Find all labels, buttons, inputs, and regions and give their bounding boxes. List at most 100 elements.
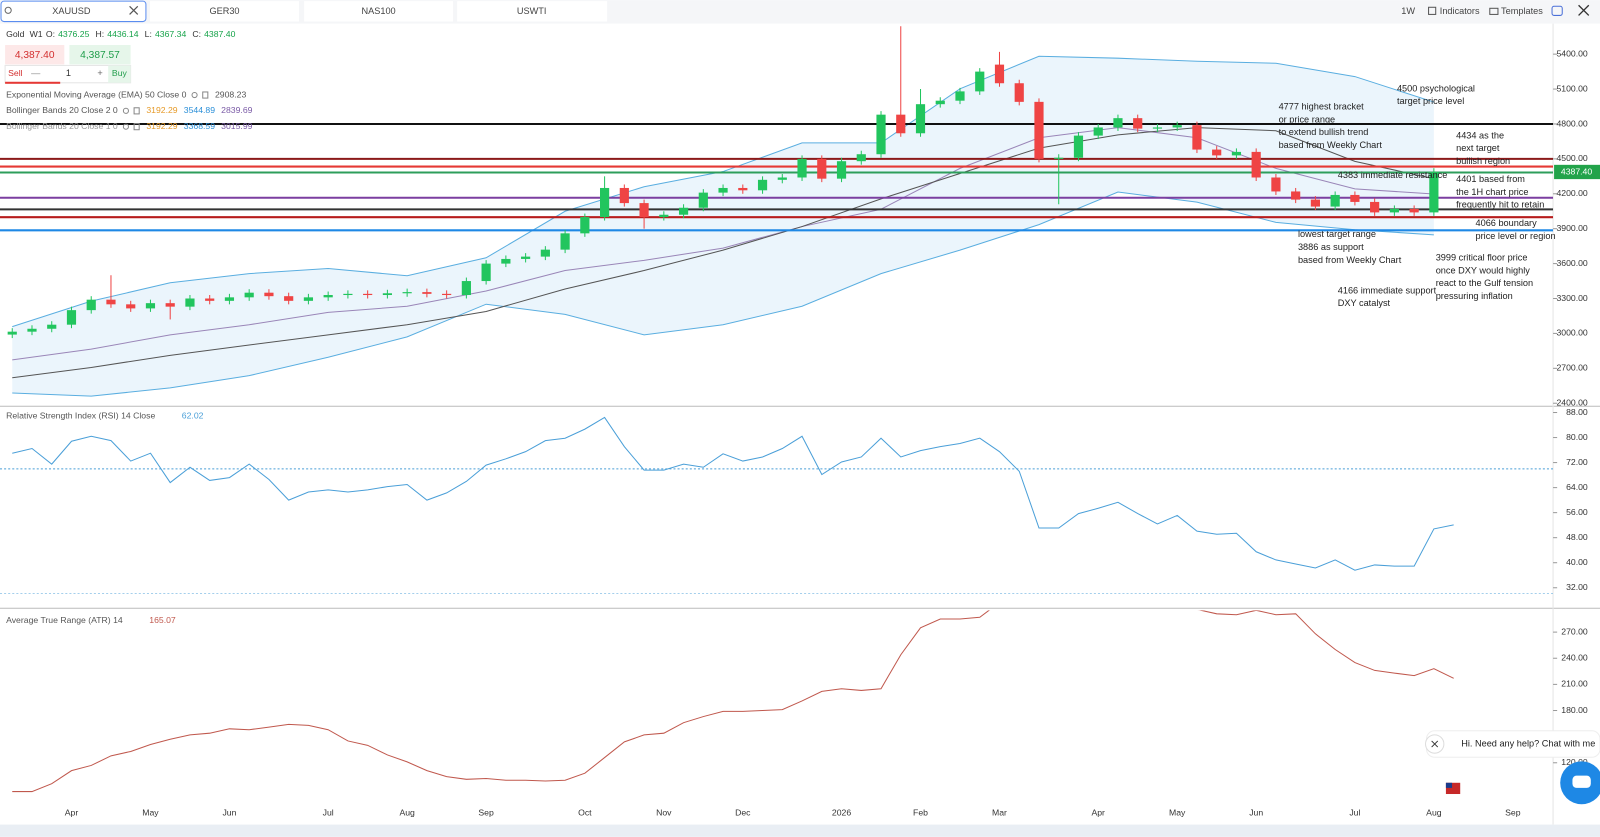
indicator-value: 3544.89: [184, 105, 215, 115]
fullscreen-icon[interactable]: [1578, 4, 1590, 16]
delete-icon: [133, 107, 140, 115]
settings-icon: [122, 123, 129, 130]
candle-body: [521, 256, 531, 259]
x-tick-label: May: [1169, 808, 1186, 818]
indicator-title: Relative Strength Index (RSI) 14 Close: [6, 411, 155, 421]
tab-label[interactable]: XAUUSD: [52, 6, 91, 16]
annotation: 4401 based from: [1456, 174, 1525, 184]
annotation: DXY catalyst: [1338, 298, 1391, 308]
candle-body: [1310, 199, 1320, 207]
y-tick-label: 4800.00: [1556, 118, 1587, 128]
indicator-value: 3368.59: [184, 121, 215, 131]
annotation: 4500 psychological: [1397, 83, 1475, 93]
y-tick-label: 210.00: [1561, 679, 1588, 689]
candle-body: [1133, 118, 1143, 129]
x-tick-label: Jun: [1249, 808, 1263, 818]
active-tab[interactable]: [0, 0, 147, 23]
candle-body: [678, 207, 689, 215]
candle-body: [1271, 177, 1281, 192]
tab[interactable]: [457, 1, 608, 22]
indicator-label: Exponential Moving Average (EMA) 50 Clos…: [6, 89, 186, 99]
candle-body: [718, 187, 728, 193]
buy-button[interactable]: Buy: [112, 68, 128, 78]
indicator-value: 3192.29: [146, 121, 177, 131]
candle-body: [86, 299, 96, 311]
candle-body: [442, 293, 452, 296]
tab-label[interactable]: NAS100: [361, 6, 395, 16]
legend-text: W1: [30, 29, 43, 39]
tab[interactable]: [304, 1, 454, 22]
tab-label[interactable]: USWTI: [517, 6, 547, 16]
candle-body: [1113, 118, 1123, 128]
candle-body: [303, 297, 314, 301]
candle-body: [1389, 208, 1399, 213]
candle-body: [165, 303, 175, 307]
sell-price-box[interactable]: [5, 45, 65, 65]
candle-body: [1251, 151, 1261, 178]
chat-icon: [1572, 775, 1591, 788]
plus-button[interactable]: +: [97, 68, 102, 78]
chat-text[interactable]: Hi. Need any help? Chat with me: [1461, 738, 1595, 748]
y-tick-label: 5400.00: [1556, 48, 1587, 58]
candle-body: [363, 293, 373, 296]
sell-price[interactable]: 4,387.40: [15, 50, 55, 61]
indicator-value: 3015.99: [221, 121, 252, 131]
bollinger-lower: [12, 191, 1434, 397]
flag-icon[interactable]: [1445, 782, 1461, 795]
timeframe-button[interactable]: 1W: [1401, 6, 1415, 16]
y-tick-label: 2700.00: [1556, 363, 1587, 373]
candle-body: [323, 295, 333, 298]
legend-value: 4367.34: [155, 29, 186, 39]
tab[interactable]: [150, 1, 299, 22]
candle-body: [975, 71, 985, 92]
x-tick-label: Aug: [399, 808, 415, 818]
x-tick-label: May: [142, 808, 159, 818]
annotation: target price level: [1397, 96, 1464, 106]
x-tick-label: Feb: [913, 808, 928, 818]
annotation: next target: [1456, 143, 1500, 153]
templates-button[interactable]: Templates: [1501, 6, 1543, 16]
y-tick-label: 270.00: [1561, 626, 1588, 636]
annotation: 4434 as the: [1456, 130, 1504, 140]
candle-body: [738, 187, 748, 191]
candle-body: [224, 297, 235, 301]
candle-body: [1073, 135, 1084, 158]
candle-body: [284, 296, 294, 301]
candle-body: [540, 249, 550, 257]
indicator-value: 62.02: [182, 411, 204, 421]
layout-icon[interactable]: [1551, 5, 1563, 16]
pane: [0, 26, 1554, 397]
candle-body: [1172, 125, 1182, 128]
y-tick-label: 120.00: [1561, 757, 1588, 767]
indicator-value: 3192.29: [146, 105, 177, 115]
x-tick-label: 2026: [832, 808, 851, 818]
sell-button[interactable]: Sell: [8, 68, 23, 78]
annotation: the 1H chart price: [1456, 187, 1528, 197]
indicators-button[interactable]: Indicators: [1440, 6, 1480, 16]
buy-button-bg[interactable]: [108, 65, 131, 83]
y-tick-label: 180.00: [1561, 705, 1588, 715]
indicator-value: 165.07: [149, 615, 176, 625]
candle-body: [856, 154, 866, 162]
buy-price-box[interactable]: [69, 45, 131, 65]
buy-price[interactable]: 4,387.57: [80, 50, 120, 61]
annotation: 3886 as support: [1298, 242, 1364, 252]
sell-underline: [5, 81, 61, 84]
candle-body: [205, 298, 215, 301]
candle-body: [896, 114, 906, 134]
annotation: based from Weekly Chart: [1279, 140, 1383, 150]
close-tab-icon[interactable]: [129, 5, 139, 15]
delete-icon: [133, 123, 140, 131]
indicator-line: [12, 610, 1454, 793]
quantity[interactable]: 1: [66, 68, 71, 78]
candle-body: [1054, 157, 1064, 159]
tab-label[interactable]: GER30: [209, 6, 239, 16]
annotation: lowest target range: [1298, 229, 1376, 239]
candle-body: [1409, 208, 1419, 213]
candle-body: [264, 292, 274, 297]
minus-button[interactable]: —: [31, 68, 41, 78]
candle-body: [935, 100, 945, 105]
candle-body: [7, 331, 17, 335]
candle-body: [461, 281, 471, 296]
delete-icon: [202, 91, 209, 99]
